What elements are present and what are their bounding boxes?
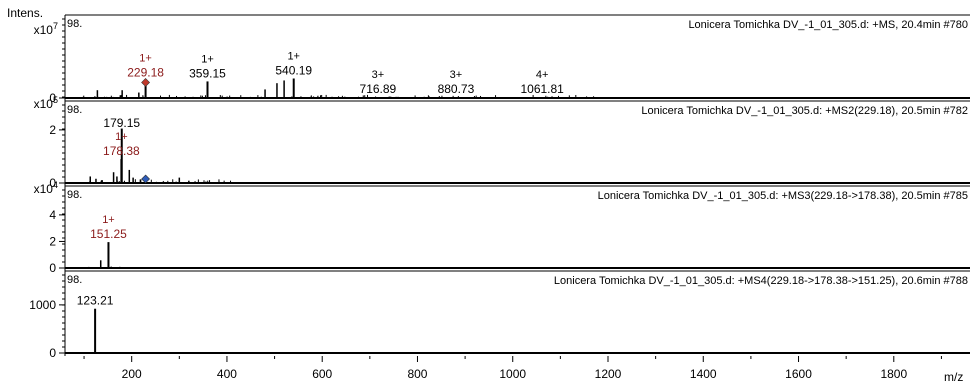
peak-label: 359.15 (189, 66, 226, 80)
peak-label: 179.15 (103, 116, 140, 130)
y-multiplier-label: x107 (34, 21, 58, 37)
precursor-marker-icon (141, 174, 151, 184)
y-tick-label: 0 (49, 346, 56, 360)
base-peak-label: 98. (67, 274, 82, 286)
scan-title: Lonicera Tomichka DV_-1_01_305.d: +MS2(2… (641, 105, 968, 117)
x-tick-label: 200 (122, 367, 142, 381)
scan-title: Lonicera Tomichka DV_-1_01_305.d: +MS, 2… (688, 19, 968, 31)
intensity-axis-label: Intens. (7, 6, 43, 20)
base-peak-label: 98. (67, 104, 82, 116)
y-tick-label: 0 (49, 176, 56, 190)
peak-charge-label: 1+ (139, 52, 152, 64)
y-tick-label: 2 (49, 234, 56, 248)
peak-charge-label: 1+ (201, 53, 214, 65)
x-tick-label: 800 (407, 367, 427, 381)
peak-charge-label: 1+ (115, 131, 128, 143)
peak-label: 1061.81 (520, 82, 564, 96)
y-tick-label: 4 (49, 208, 56, 222)
base-peak-label: 98. (67, 18, 82, 30)
y-tick-label: 2 (49, 123, 56, 137)
peak-label: 540.19 (275, 64, 312, 78)
x-tick-label: 1600 (785, 367, 812, 381)
peak-label: 716.89 (360, 82, 397, 96)
peak-label: 880.73 (438, 82, 475, 96)
x-axis-unit-label: m/z (944, 370, 963, 384)
spectrum-panel-4: 0 1000 98. Lonicera Tomichka DV_-1_01_305.d… (29, 270, 970, 360)
spectrum-panel-2: 0 2 x105 98. Lonicera Tomichka DV_-1_01_305.… (34, 95, 970, 190)
peak-label: 123.21 (77, 294, 114, 308)
peak-label: 151.25 (90, 227, 127, 241)
x-tick-label: 600 (312, 367, 332, 381)
spectrum-panel-3: 0 2 4 x104 98. Lonicera Tomichka DV_-1_01_305… (34, 180, 970, 275)
y-multiplier-label: x104 (34, 180, 58, 196)
scan-title: Lonicera Tomichka DV_-1_01_305.d: +MS3(2… (598, 190, 968, 202)
peak-charge-label: 3+ (450, 69, 463, 81)
y-multiplier-label: x105 (34, 95, 58, 111)
x-tick-label: 1200 (595, 367, 622, 381)
peak-charge-label: 4+ (536, 69, 549, 81)
y-tick-label: 0 (49, 261, 56, 275)
base-peak-label: 98. (67, 189, 82, 201)
peak-label: 229.18 (127, 65, 164, 79)
spectrum-panel-1: 0 x107 98. Lonicera Tomichka DV_-1_01_305.d… (34, 14, 970, 105)
precursor-marker-icon (141, 78, 151, 87)
y-tick-label: 0 (49, 91, 56, 105)
peak-charge-label: 1+ (102, 214, 115, 226)
y-tick-label: 1000 (29, 298, 56, 312)
spectrum-panels: 0 x107 98. Lonicera Tomichka DV_-1_01_305.d… (29, 14, 970, 360)
x-axis: 200 400 600 800 1000 1200 1400 1600 1800 (83, 356, 942, 381)
peak-charge-label: 3+ (372, 69, 385, 81)
scan-title: Lonicera Tomichka DV_-1_01_305.d: +MS4(2… (554, 275, 968, 287)
x-tick-label: 400 (217, 367, 237, 381)
x-tick-label: 1000 (499, 367, 526, 381)
x-tick-label: 1400 (690, 367, 717, 381)
x-tick-label: 1800 (880, 367, 907, 381)
peak-charge-label: 1+ (287, 51, 300, 63)
peak-label: 178.38 (103, 144, 140, 158)
